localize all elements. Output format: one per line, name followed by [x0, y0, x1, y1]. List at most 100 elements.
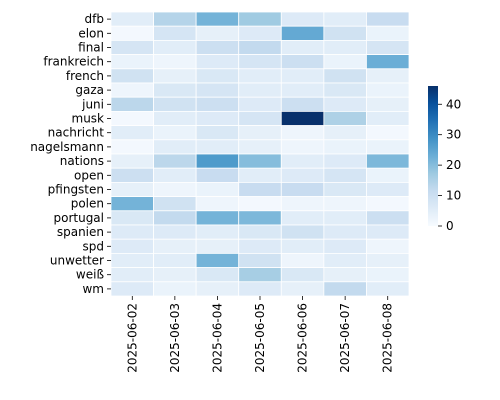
heatmap-cell: [323, 125, 367, 141]
heatmap-cell: [153, 25, 197, 41]
heatmap-cell: [323, 40, 367, 56]
heatmap-cell: [366, 267, 410, 283]
heatmap-cell: [366, 25, 410, 41]
x-tick-label: 2025-06-02: [125, 303, 139, 373]
heatmap-cell: [238, 111, 282, 127]
heatmap-cell: [280, 125, 325, 141]
heatmap-cell: [280, 238, 325, 254]
y-tick-label: gaza: [75, 83, 104, 97]
heatmap-cell: [238, 11, 282, 27]
heatmap-cell: [238, 196, 282, 212]
heatmap-cell: [110, 68, 154, 84]
y-tick-label: portugal: [53, 211, 104, 225]
heatmap-cell: [323, 11, 367, 27]
y-tick-label: pfingsten: [48, 183, 104, 197]
heatmap-cell: [238, 82, 282, 98]
heatmap-cell: [366, 281, 410, 297]
y-tick-label: wm: [82, 282, 104, 296]
heatmap-cell: [323, 181, 367, 197]
colorbar: 0 10 20 30 40: [428, 86, 461, 233]
heatmap-cell: [110, 224, 154, 240]
heatmap-cell: [153, 267, 197, 283]
heatmap-cell: [280, 68, 325, 84]
heatmap-cell: [110, 196, 154, 212]
heatmap-cell: [366, 68, 410, 84]
heatmap-cell: [280, 82, 325, 98]
heatmap-cell: [195, 40, 240, 56]
y-axis: dfbelonfinalfrankreichfrenchgazajunimusk…: [30, 12, 111, 296]
heatmap-cell: [110, 238, 154, 254]
heatmap-cell: [110, 281, 154, 297]
heatmap-cell: [195, 96, 240, 112]
heatmap-cell: [195, 11, 240, 27]
heatmap-cell: [110, 210, 154, 226]
x-axis: 2025-06-02 2025-06-03 2025-06-04 2025-06-05…: [125, 296, 395, 373]
heatmap-cell: [195, 68, 240, 84]
heatmap-cell: [195, 125, 240, 141]
heatmap-cell: [366, 224, 410, 240]
heatmap-cell: [195, 25, 240, 41]
heatmap-cell: [280, 153, 325, 169]
heatmap-cell: [323, 68, 367, 84]
heatmap-cell: [195, 281, 240, 297]
heatmap-cell: [280, 281, 325, 297]
heatmap-cell: [323, 252, 367, 268]
heatmap-cell: [366, 82, 410, 98]
y-tick-label: juni: [81, 97, 104, 111]
heatmap-cell: [323, 196, 367, 212]
colorbar-tick-label: 0: [446, 219, 454, 233]
y-tick-label: nachricht: [48, 126, 105, 140]
heatmap-cell: [280, 111, 325, 127]
heatmap-cell: [110, 54, 154, 70]
colorbar-tick-label: 30: [446, 128, 461, 142]
heatmap-cell: [153, 40, 197, 56]
heatmap-cell: [153, 139, 197, 155]
heatmap-cell: [238, 210, 282, 226]
heatmap-cell: [195, 153, 240, 169]
heatmap-cell: [280, 252, 325, 268]
heatmap-cell: [195, 238, 240, 254]
heatmap-cell: [366, 153, 410, 169]
heatmap-cell: [280, 267, 325, 283]
heatmap-cell: [153, 252, 197, 268]
colorbar-tick-label: 20: [446, 158, 461, 172]
heatmap-cell: [238, 68, 282, 84]
heatmap-cell: [323, 54, 367, 70]
heatmap-cell: [153, 167, 197, 183]
heatmap-cell: [366, 40, 410, 56]
y-tick-label: nagelsmann: [30, 140, 104, 154]
heatmap-cell: [323, 167, 367, 183]
heatmap-cell: [238, 25, 282, 41]
y-tick-label: elon: [78, 26, 104, 40]
heatmap-cell: [238, 167, 282, 183]
heatmap-cell: [238, 96, 282, 112]
heatmap-cell: [110, 40, 154, 56]
heatmap-cell: [238, 267, 282, 283]
heatmap-cell: [195, 181, 240, 197]
heatmap-cell: [110, 82, 154, 98]
heatmap-cell: [238, 281, 282, 297]
heatmap-cell: [110, 96, 154, 112]
x-tick-label: 2025-06-03: [168, 303, 182, 373]
heatmap-cell: [280, 224, 325, 240]
y-tick-label: spanien: [57, 225, 104, 239]
y-tick-label: french: [66, 69, 104, 83]
heatmap-cell: [280, 40, 325, 56]
heatmap-cell: [323, 224, 367, 240]
heatmap-cell: [366, 210, 410, 226]
y-tick-label: musk: [72, 112, 105, 126]
heatmap-cell: [110, 111, 154, 127]
heatmap-cell: [238, 125, 282, 141]
heatmap-cell: [323, 96, 367, 112]
heatmap-cell: [195, 252, 240, 268]
heatmap-cell: [153, 281, 197, 297]
heatmap-cell: [238, 181, 282, 197]
heatmap-cell: [323, 238, 367, 254]
y-tick-label: polen: [71, 197, 104, 211]
y-tick-label: frankreich: [43, 55, 104, 69]
heatmap-cell: [323, 267, 367, 283]
heatmap-cells: [110, 11, 410, 297]
heatmap-cell: [153, 224, 197, 240]
heatmap-cell: [195, 111, 240, 127]
